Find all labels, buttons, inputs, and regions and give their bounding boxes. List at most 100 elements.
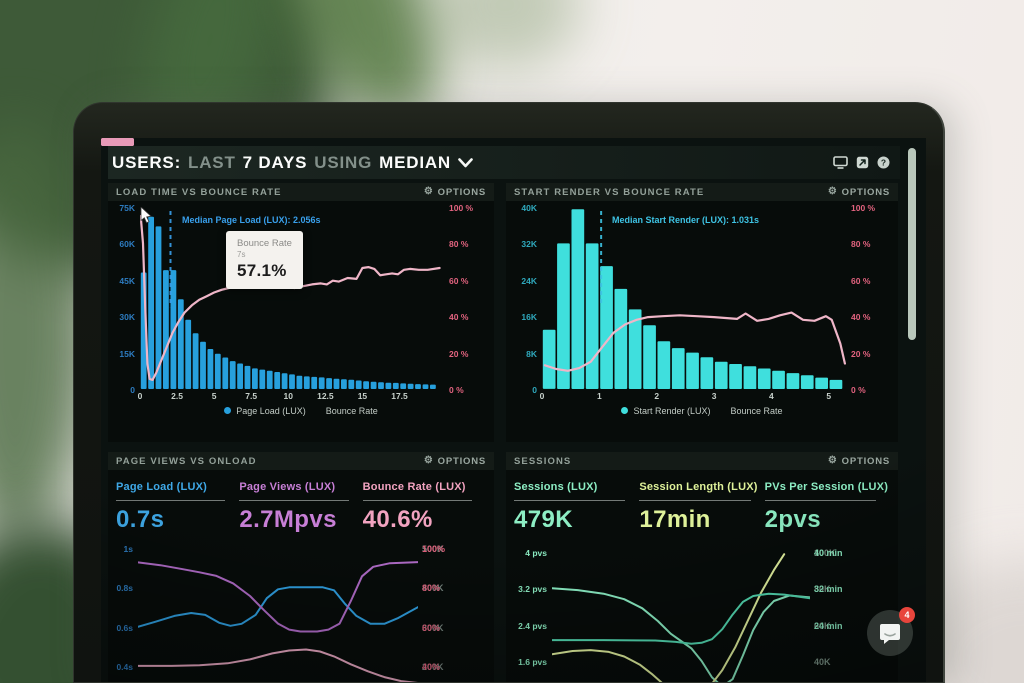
axis-tick: 40 % [851, 312, 871, 323]
panel-page-views-titlebar: PAGE VIEWS VS ONLOAD ⚙ OPTIONS [108, 452, 494, 470]
y-axis-left: 75K 60K 45K 30K 15K 0 [114, 203, 140, 395]
metric: Sessions (LUX) 479K [514, 477, 639, 534]
x-axis: 0 1 2 3 4 5 [540, 389, 846, 402]
start-render-chart[interactable]: Median Start Render (LUX): 1.031s [542, 207, 846, 389]
axis-tick: 60K [119, 239, 135, 250]
sessions-chart[interactable] [552, 536, 810, 682]
help-icon[interactable]: ? [877, 156, 890, 169]
axis-tick: 500K [422, 543, 444, 554]
options-button[interactable]: ⚙ OPTIONS [827, 455, 890, 467]
axis-tick: 32 min [814, 584, 843, 595]
median-annotation: Median Start Render (LUX): 1.031s [612, 215, 760, 225]
share-icon[interactable] [856, 156, 869, 169]
metric: Bounce Rate (LUX) 40.6% [362, 477, 486, 534]
laptop-screen: USERS: LAST 7 DAYS USING MEDIAN [101, 138, 926, 682]
axis-tick: 0 [130, 385, 135, 395]
axis-tick: 100% [422, 543, 446, 554]
legend-label: Start Render (LUX) [633, 405, 711, 416]
metric-underline [239, 500, 349, 501]
legend-item: Page Load (LUX) [224, 406, 306, 416]
legend-item: Bounce Rate [101, 138, 783, 416]
options-button[interactable]: ⚙ OPTIONS [423, 186, 486, 198]
users-range-dropdown[interactable]: USERS: LAST 7 DAYS USING MEDIAN [112, 153, 473, 173]
axis-tick: 20 % [851, 348, 871, 359]
axis-tick: 80% [422, 583, 441, 594]
axis-tick: 24K [521, 275, 537, 286]
axis-tick: 16K [521, 312, 537, 323]
axis-tick: 45K [119, 275, 135, 286]
axis-tick: 80 % [851, 239, 871, 250]
axis-tick: 40 min [814, 547, 843, 558]
axis-tick: 80K [814, 584, 831, 595]
metric-value: 17min [639, 506, 711, 533]
legend-dot-swatch [224, 407, 232, 414]
axis-tick: 2.4 pvs [518, 620, 547, 631]
axis-tick: 32K [521, 239, 537, 250]
panel-page-views: PAGE VIEWS VS ONLOAD ⚙ OPTIONS Page Load… [108, 452, 494, 682]
axis-tick: 75K [119, 203, 135, 213]
y-axis-right: 100K 40 min 80K 32 min 60K 24 min 40K [810, 536, 892, 682]
axis-tick: 1s [123, 543, 133, 554]
axis-tick: 40K [814, 657, 831, 667]
panel-load-time-titlebar: LOAD TIME VS BOUNCE RATE ⚙ OPTIONS [108, 183, 494, 201]
axis-tick: 5 [211, 391, 217, 401]
axis-tick: 100 % [449, 203, 474, 213]
axis-tick: 40% [422, 662, 441, 673]
plant-leaf-blur [430, 0, 580, 70]
legend-item: Start Render (LUX) [621, 406, 710, 416]
load-time-chart[interactable]: Median Page Load (LUX): 2.056s Bounce Ra… [140, 207, 444, 389]
axis-tick: 3.2 pvs [518, 584, 547, 595]
header-title-segment: USERS: [112, 152, 182, 172]
panel-title: SESSIONS [514, 455, 572, 467]
chat-bubble-icon [880, 624, 900, 644]
chevron-down-icon [458, 157, 473, 167]
y-axis-left: 40K 32K 24K 16K 8K 0 [512, 203, 542, 395]
options-button[interactable]: ⚙ OPTIONS [423, 455, 486, 467]
axis-tick: 0 [137, 391, 143, 401]
chat-widget-button[interactable]: 4 [867, 607, 915, 656]
metric-value: 40.6% [362, 506, 433, 533]
axis-tick: 100 % [851, 203, 876, 213]
tooltip-title: Bounce Rate [237, 238, 292, 249]
axis-tick: 7.5 [245, 391, 258, 401]
axis-tick: 30K [119, 312, 135, 323]
axis-tick: 15K [119, 348, 135, 359]
panel-title: LOAD TIME VS BOUNCE RATE [116, 186, 282, 198]
axis-tick: 100K [814, 547, 836, 558]
axis-tick: 1 [596, 391, 602, 401]
options-button[interactable]: ⚙ OPTIONS [827, 186, 890, 198]
scrollbar-thumb[interactable] [908, 148, 916, 340]
axis-tick: 0 [532, 385, 537, 395]
metric-underline [764, 500, 876, 501]
metric-label: Bounce Rate (LUX) [362, 481, 466, 493]
metric-value: 2.7Mpvs [239, 506, 337, 533]
axis-tick: 60 % [851, 275, 871, 286]
metric-underline [514, 500, 626, 501]
metric-label: Page Views (LUX) [239, 481, 336, 493]
header-title-segment: LAST [188, 152, 236, 172]
axis-tick: 0.6s [116, 622, 133, 633]
axis-tick: 0 % [449, 385, 464, 395]
axis-tick: 300K [422, 622, 444, 633]
panel-title: START RENDER VS BOUNCE RATE [514, 186, 705, 198]
panel-start-render-titlebar: START RENDER VS BOUNCE RATE ⚙ OPTIONS [506, 183, 898, 201]
legend-dot-swatch [621, 407, 629, 414]
metric: Page Views (LUX) 2.7Mpvs [239, 477, 362, 534]
laptop-frame: USERS: LAST 7 DAYS USING MEDIAN [73, 102, 945, 683]
header-title-segment: 7 DAYS [242, 152, 308, 172]
metric-underline [639, 500, 751, 501]
display-icon[interactable] [833, 156, 848, 169]
y-axis-left: 4 pvs 3.2 pvs 2.4 pvs 1.6 pvs [512, 536, 552, 682]
metrics-row: Sessions (LUX) 479K Session Length (LUX) 17… [506, 470, 898, 534]
metric: PVs Per Session (LUX) 2pvs [764, 477, 890, 534]
tooltip-subtitle: 7s [237, 250, 246, 259]
header-title-segment: MEDIAN [379, 152, 451, 172]
metric-underline [362, 500, 472, 501]
panel-title: PAGE VIEWS VS ONLOAD [116, 455, 257, 467]
gear-icon: ⚙ [827, 455, 838, 466]
axis-tick: 10 [283, 391, 294, 401]
page-views-chart[interactable] [138, 536, 418, 682]
axis-tick: 2.5 [171, 391, 183, 401]
metric: Page Load (LUX) 0.7s [116, 477, 239, 534]
gear-icon: ⚙ [423, 455, 434, 466]
